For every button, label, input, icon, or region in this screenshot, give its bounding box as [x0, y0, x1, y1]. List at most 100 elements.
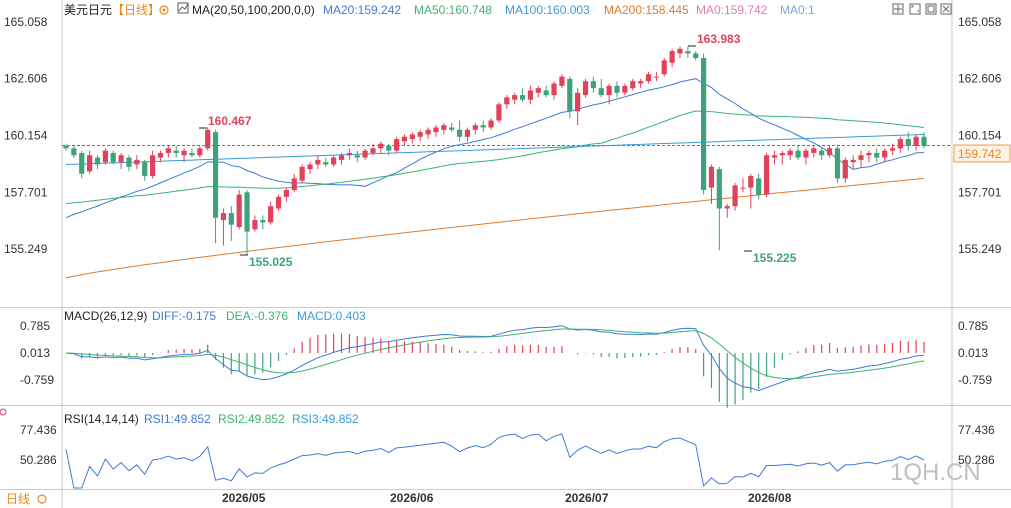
candle [763, 152, 770, 197]
candle [811, 145, 817, 158]
candle [803, 148, 809, 165]
macd-params-label: MACD(26,12,9) [64, 309, 147, 323]
candle [409, 132, 415, 144]
candle [724, 203, 730, 218]
crosshair-icon[interactable] [892, 3, 904, 15]
candle [173, 145, 179, 158]
close-icon[interactable] [940, 3, 952, 15]
candle [394, 136, 400, 153]
candle [126, 155, 132, 172]
candle [197, 145, 203, 158]
chart-icon[interactable] [177, 2, 189, 14]
candle [338, 152, 345, 165]
candle [519, 88, 526, 103]
candle [661, 58, 667, 77]
candle [567, 76, 573, 119]
rsi3-value: RSI3:49.852 [292, 412, 359, 426]
candle [315, 155, 321, 170]
date-tick: 2026/07 [565, 491, 609, 505]
candle [834, 145, 841, 184]
candle [441, 122, 447, 135]
rsi-settings-icon[interactable] [0, 408, 7, 416]
macd-tick-left: -0.759 [20, 373, 54, 387]
candle [299, 164, 305, 184]
settings-icon[interactable] [159, 5, 169, 15]
candle [181, 148, 187, 163]
current-price-text: 159.742 [958, 147, 1002, 161]
expand-icon[interactable] [909, 3, 921, 15]
candle [630, 78, 636, 91]
macd-lines [65, 325, 925, 392]
candle [779, 150, 785, 165]
candle [488, 118, 494, 130]
period-label[interactable]: 【日线】 [112, 3, 160, 17]
candle [244, 189, 250, 255]
candle [756, 173, 762, 200]
candle [63, 143, 69, 151]
candle [165, 145, 171, 158]
low-annotation-2: 155.225 [753, 251, 797, 265]
date-tick: 2026/06 [390, 491, 434, 505]
rsi-params-label: RSI(14,14,14) [64, 412, 139, 426]
bottom-settings-icon[interactable] [37, 494, 47, 504]
maximize-icon[interactable] [925, 3, 937, 15]
date-tick: 2026/05 [222, 491, 266, 505]
rsi-axis: 77.436 77.436 50.286 50.286 [20, 423, 995, 467]
candle [110, 150, 116, 165]
candle [118, 152, 124, 170]
candle [653, 71, 659, 82]
rsi-tick-left: 50.286 [20, 453, 57, 467]
candle [205, 127, 211, 151]
candle [268, 201, 274, 225]
candle [401, 134, 408, 146]
rsi-line [65, 433, 925, 489]
macd-tick-right: -0.759 [958, 373, 992, 387]
macd-tick-left: 0.785 [20, 319, 50, 333]
bottom-period-selector[interactable]: 日线 [6, 492, 47, 506]
rsi1-line [65, 433, 925, 489]
candle [252, 215, 258, 232]
candle [645, 71, 652, 84]
candle [590, 76, 596, 93]
macd-tick-left: 0.013 [20, 346, 50, 360]
candle [79, 150, 85, 179]
rsi1-value: RSI1:49.852 [144, 412, 211, 426]
candle [669, 48, 675, 68]
macd-diff-line [65, 325, 925, 392]
ma0-value-b: MA0:1 [780, 3, 815, 17]
candle [708, 164, 715, 204]
candle [307, 162, 313, 174]
candle [913, 134, 919, 151]
rsi-tick-left: 77.436 [20, 423, 57, 437]
candle [826, 145, 833, 158]
candle [472, 122, 478, 135]
candle [582, 78, 589, 98]
bottom-period-label: 日线 [6, 492, 30, 506]
price-tick-left: 157.701 [4, 185, 48, 199]
candlestick-series [63, 46, 927, 255]
candle [94, 155, 101, 170]
candle [417, 129, 423, 142]
price-header: 美元日元 【日线】 MA(20,50,100,200,0,0) MA20:159… [64, 2, 815, 17]
candle [685, 46, 691, 59]
candle [740, 178, 746, 193]
candle [858, 150, 864, 167]
candle [449, 122, 455, 133]
price-annotations: 160.467 155.025 163.983 155.225 [199, 32, 797, 269]
ma20-line [65, 78, 925, 219]
low-annotation-1: 155.025 [249, 255, 293, 269]
candle [323, 157, 329, 167]
price-tick-left: 165.058 [4, 15, 48, 29]
symbol-label: 美元日元 [64, 3, 112, 17]
price-tick-left: 155.249 [4, 242, 48, 256]
candle [87, 150, 93, 174]
candle [134, 155, 140, 170]
candle [189, 148, 195, 158]
candle [819, 148, 825, 160]
candle [882, 148, 888, 163]
candle [732, 183, 738, 211]
candle [378, 141, 384, 153]
candle [260, 215, 266, 230]
